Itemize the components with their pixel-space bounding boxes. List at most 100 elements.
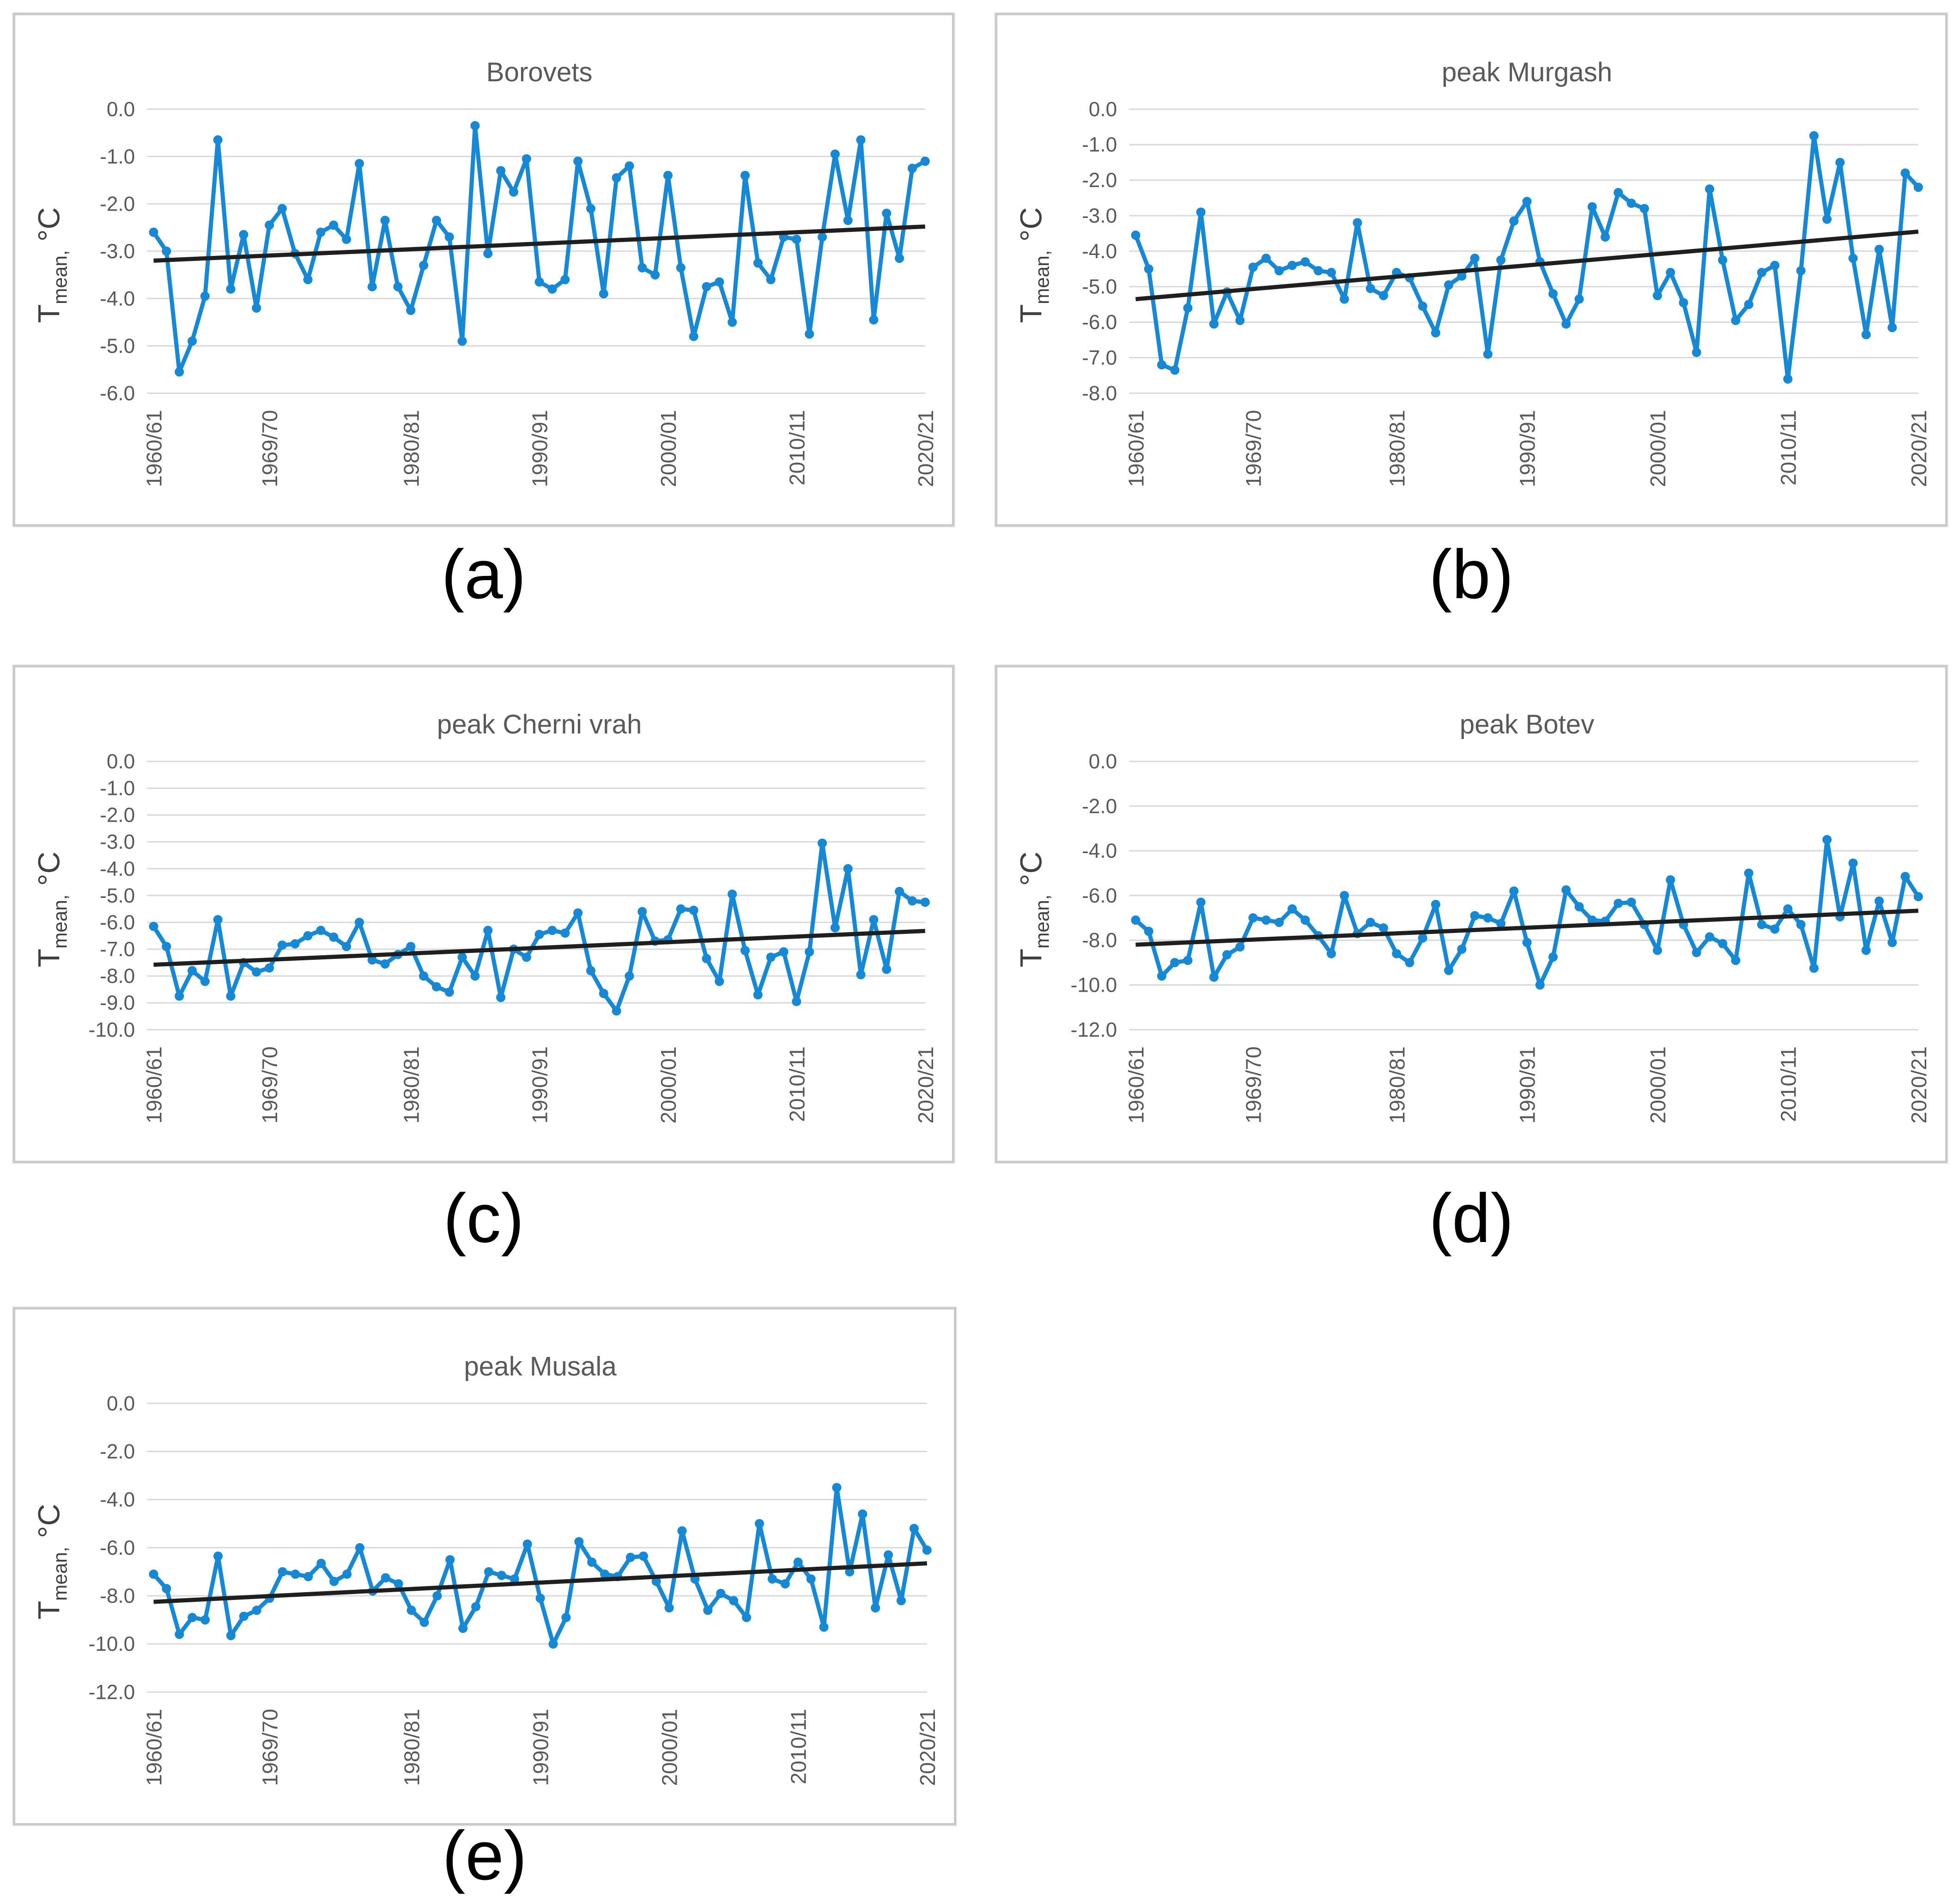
svg-text:1980/81: 1980/81 (400, 1709, 424, 1786)
svg-text:1960/61: 1960/61 (142, 1709, 166, 1786)
svg-text:1960/61: 1960/61 (142, 1046, 166, 1123)
svg-text:peak Murgash: peak Murgash (1442, 57, 1612, 87)
svg-text:Tmean, °C: Tmean, °C (1014, 207, 1053, 323)
svg-text:2010/11: 2010/11 (785, 410, 809, 485)
svg-text:peak Musala: peak Musala (464, 1352, 617, 1382)
chart-panel-murgash: 0.0 -1.0 -2.0 -3.0 -4.0 -5.0 -6.0 -7.0 -8.0 1960/… (995, 13, 1948, 527)
svg-text:1990/91: 1990/91 (528, 410, 552, 487)
svg-text:-8.0: -8.0 (100, 965, 135, 988)
svg-text:2020/21: 2020/21 (1907, 410, 1931, 487)
chart-panel-cherni-vrah: 0.0 -1.0 -2.0 -3.0 -4.0 -5.0 -6.0 -7.0 -8.0 -9.0 -… (13, 665, 954, 1163)
svg-text:1969/70: 1969/70 (258, 410, 282, 487)
svg-text:Tmean, °C: Tmean, °C (32, 852, 71, 968)
svg-text:1960/61: 1960/61 (1124, 410, 1148, 487)
svg-text:-6.0: -6.0 (1082, 885, 1117, 907)
svg-text:1969/70: 1969/70 (258, 1709, 282, 1786)
svg-text:0.0: 0.0 (107, 1392, 135, 1415)
caption-d: (d) (1429, 1179, 1514, 1257)
svg-text:-7.0: -7.0 (100, 938, 135, 961)
svg-text:-3.0: -3.0 (1082, 205, 1117, 227)
svg-text:1990/91: 1990/91 (529, 1709, 553, 1786)
svg-text:-5.0: -5.0 (1082, 276, 1117, 298)
svg-text:-1.0: -1.0 (1082, 133, 1117, 156)
svg-text:2020/21: 2020/21 (916, 1709, 940, 1786)
borovets-chart: 0.0 -1.0 -2.0 -3.0 -4.0 -5.0 -6.0 1960/61 1969/7… (32, 57, 938, 487)
svg-text:2020/21: 2020/21 (914, 410, 938, 487)
svg-text:-1.0: -1.0 (100, 145, 135, 168)
svg-text:Tmean, °C: Tmean, °C (1014, 852, 1053, 968)
svg-text:-10.0: -10.0 (89, 1633, 135, 1655)
svg-text:1969/70: 1969/70 (1242, 410, 1266, 487)
svg-text:1980/81: 1980/81 (1385, 1046, 1409, 1123)
caption-e: (e) (442, 1817, 527, 1894)
svg-text:-4.0: -4.0 (100, 287, 135, 310)
svg-text:2000/01: 2000/01 (1646, 410, 1670, 487)
svg-text:0.0: 0.0 (1089, 98, 1117, 121)
svg-text:Borovets: Borovets (486, 57, 593, 87)
svg-text:-6.0: -6.0 (1082, 311, 1117, 334)
svg-text:-2.0: -2.0 (1082, 795, 1117, 818)
svg-text:-4.0: -4.0 (100, 858, 135, 880)
svg-text:1980/81: 1980/81 (1385, 410, 1409, 487)
botev-chart: 0.0 -2.0 -4.0 -6.0 -8.0 -10.0 -12.0 1960/61 1969… (1014, 709, 1931, 1123)
svg-text:2000/01: 2000/01 (656, 410, 680, 487)
svg-text:-7.0: -7.0 (1082, 347, 1117, 370)
cherni-vrah-chart: 0.0 -1.0 -2.0 -3.0 -4.0 -5.0 -6.0 -7.0 -8.0 -9.0 -… (32, 709, 938, 1123)
svg-text:-5.0: -5.0 (100, 885, 135, 907)
svg-text:-3.0: -3.0 (100, 831, 135, 854)
svg-text:2020/21: 2020/21 (1907, 1046, 1931, 1123)
musala-chart: 0.0 -2.0 -4.0 -6.0 -8.0 -10.0 -12.0 1960/61 1969… (32, 1352, 940, 1786)
svg-text:Tmean, °C: Tmean, °C (32, 207, 71, 323)
caption-a: (a) (441, 535, 526, 613)
svg-text:-12.0: -12.0 (1070, 1018, 1117, 1041)
chart-panel-borovets: 0.0 -1.0 -2.0 -3.0 -4.0 -5.0 -6.0 1960/61 1969/7… (13, 13, 954, 527)
svg-text:2020/21: 2020/21 (914, 1046, 938, 1123)
svg-text:-1.0: -1.0 (100, 777, 135, 800)
svg-text:-6.0: -6.0 (100, 911, 135, 934)
svg-text:1990/91: 1990/91 (528, 1046, 552, 1123)
svg-text:-4.0: -4.0 (1082, 240, 1117, 263)
svg-text:2010/11: 2010/11 (1776, 410, 1800, 485)
svg-text:1969/70: 1969/70 (258, 1046, 282, 1123)
svg-text:Tmean, °C: Tmean, °C (32, 1504, 71, 1620)
svg-text:1969/70: 1969/70 (1242, 1046, 1266, 1123)
svg-text:-12.0: -12.0 (89, 1681, 135, 1703)
svg-text:1990/91: 1990/91 (1516, 1046, 1540, 1123)
svg-text:-10.0: -10.0 (1070, 974, 1117, 996)
svg-text:-6.0: -6.0 (100, 382, 135, 405)
svg-text:0.0: 0.0 (107, 98, 135, 121)
svg-text:1990/91: 1990/91 (1516, 410, 1540, 487)
svg-text:-10.0: -10.0 (89, 1018, 135, 1041)
caption-c: (c) (443, 1179, 524, 1257)
svg-text:-9.0: -9.0 (100, 992, 135, 1014)
svg-text:-2.0: -2.0 (100, 1441, 135, 1463)
svg-text:-2.0: -2.0 (1082, 169, 1117, 192)
svg-text:-8.0: -8.0 (100, 1585, 135, 1607)
svg-text:-4.0: -4.0 (100, 1489, 135, 1511)
svg-text:2000/01: 2000/01 (1646, 1046, 1670, 1123)
svg-text:0.0: 0.0 (1089, 750, 1117, 773)
svg-text:-6.0: -6.0 (100, 1537, 135, 1559)
svg-text:peak Botev: peak Botev (1460, 709, 1595, 739)
svg-text:peak Cherni vrah: peak Cherni vrah (437, 709, 642, 739)
svg-text:2000/01: 2000/01 (658, 1709, 682, 1786)
svg-text:-2.0: -2.0 (100, 193, 135, 215)
svg-text:1980/81: 1980/81 (399, 1046, 423, 1123)
svg-text:1960/61: 1960/61 (1124, 1046, 1148, 1123)
svg-text:-2.0: -2.0 (100, 804, 135, 827)
svg-text:1960/61: 1960/61 (142, 410, 166, 487)
caption-b: (b) (1429, 535, 1514, 613)
svg-text:1980/81: 1980/81 (399, 410, 423, 487)
svg-text:0.0: 0.0 (107, 750, 135, 773)
svg-text:-3.0: -3.0 (100, 240, 135, 263)
chart-panel-musala: 0.0 -2.0 -4.0 -6.0 -8.0 -10.0 -12.0 1960/61 1969… (13, 1307, 956, 1825)
chart-panel-botev: 0.0 -2.0 -4.0 -6.0 -8.0 -10.0 -12.0 1960/61 1969… (995, 665, 1948, 1163)
svg-text:2000/01: 2000/01 (656, 1046, 680, 1123)
svg-text:2010/11: 2010/11 (1776, 1046, 1800, 1122)
svg-text:-5.0: -5.0 (100, 335, 135, 358)
svg-text:2010/11: 2010/11 (785, 1046, 809, 1122)
svg-text:2010/11: 2010/11 (787, 1709, 811, 1785)
svg-text:-8.0: -8.0 (1082, 382, 1117, 405)
murgash-chart: 0.0 -1.0 -2.0 -3.0 -4.0 -5.0 -6.0 -7.0 -8.0 1960/… (1014, 57, 1931, 487)
